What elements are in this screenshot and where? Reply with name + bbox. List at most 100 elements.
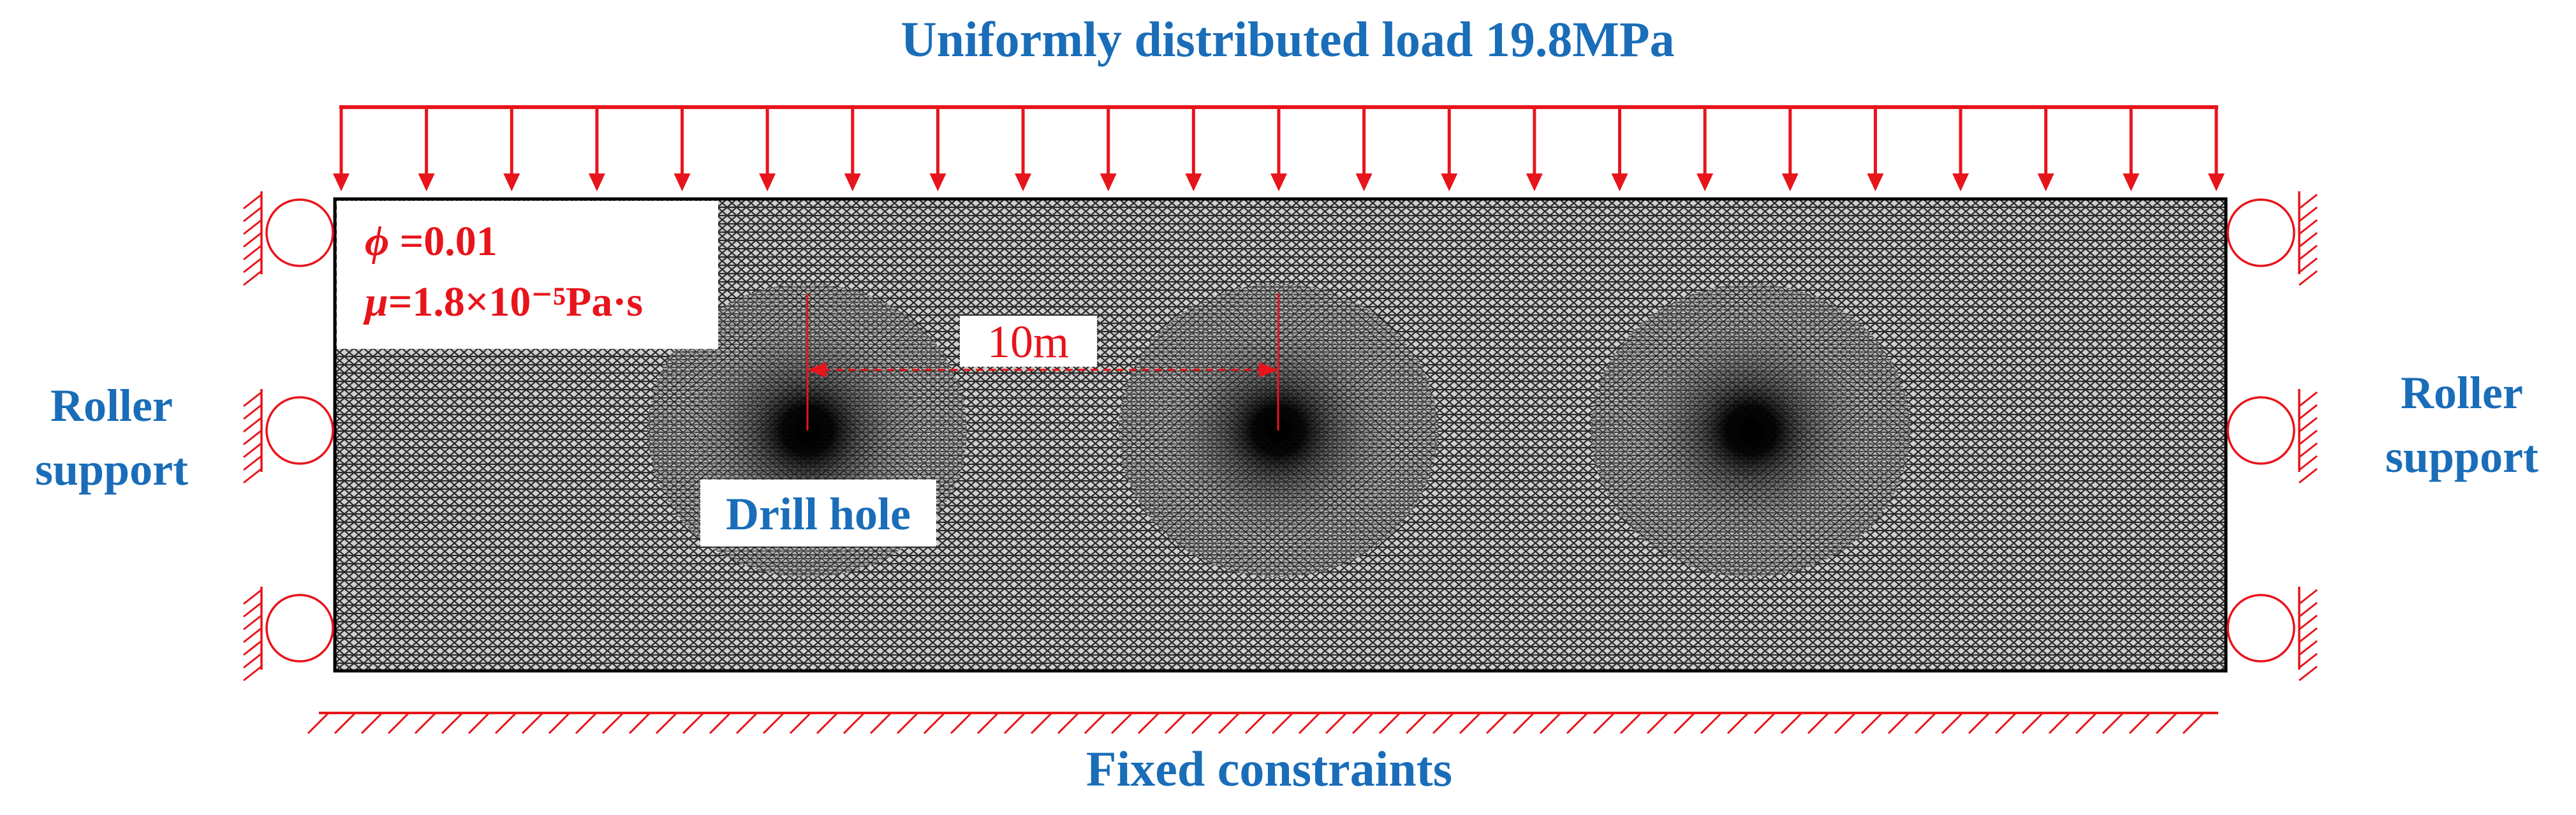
porosity-text: ϕ =0.01 [365,218,497,265]
hatch-line [1807,712,1830,735]
hatch-line [1057,712,1080,735]
fixed-constraint [307,712,2218,735]
hatch-line [1994,712,2017,735]
roller-support [243,191,334,286]
hatch-line [1164,712,1187,735]
hatch-line [1780,712,1803,735]
right-support-label-line2: support [2385,431,2538,482]
hatch-line [1084,712,1107,735]
hatch-line [494,712,517,735]
hatch-line [1459,712,1482,735]
hatch-line [950,712,973,735]
load-arrow [1355,107,1373,191]
hatch-line [1566,712,1589,735]
hatch-line [709,712,732,735]
drill-hole-3 [1739,419,1762,442]
right-support-label-line1: Roller [2401,367,2523,418]
load-arrow [844,107,861,191]
hatch-line [1619,712,1642,735]
load-arrow [1952,107,1969,191]
hatch-line [1539,712,1562,735]
load-label: Uniformly distributed load 19.8MPa [901,11,1674,67]
load-arrow [673,107,691,191]
hatch-line [1673,712,1696,735]
spacing-dimension: 10m [806,293,1279,430]
hatch-line [414,712,437,735]
load-arrow [1015,107,1032,191]
drill-hole-callout: Drill hole [700,480,936,547]
hatch-line [2048,712,2071,735]
fixed-constraint-hatch [307,712,2205,735]
load-arrow [418,107,435,191]
hatch-line [1512,712,1535,735]
parameter-box: ϕ =0.01 μ=1.8×10⁻⁵Pa·s [337,201,718,349]
hatch-line [601,712,624,735]
load-arrow [588,107,605,191]
hatch-line [869,712,892,735]
load-arrow [1100,107,1117,191]
porosity-symbol: ϕ [365,218,389,265]
roller-support [243,389,334,484]
hatch-line [2155,712,2178,735]
roller-support [2226,191,2318,286]
left-support-label-line1: Roller [50,380,173,431]
load-arrow [1867,107,1884,191]
hatch-line [789,712,812,735]
hatch-line [2101,712,2124,735]
hatch-line [896,712,919,735]
hatch-line [1887,712,1910,735]
porosity-value: =0.01 [389,218,497,265]
hatch-line [1351,712,1374,735]
hatch-line [1914,712,1937,735]
hatch-line [976,712,999,735]
spacing-label: 10m [987,316,1069,367]
hatch-line [655,712,678,735]
hatch-line [1860,712,1883,735]
hatch-line [467,712,490,735]
load-arrow [759,107,776,191]
load-arrow [1185,107,1202,191]
hatch-line [1646,712,1669,735]
hatch-line [1834,712,1857,735]
load-arrow [1270,107,1287,191]
hatch-line [1753,712,1776,735]
hatch-line [923,712,946,735]
distributed-load [333,105,2225,191]
hatch-line [1941,712,1964,735]
hatch-line [1244,712,1267,735]
roller-support [243,587,334,682]
hatch-line [1726,712,1749,735]
load-arrow [1781,107,1799,191]
hatch-line [843,712,865,735]
hatch-line [1191,712,1214,735]
domain-outline [333,197,2228,673]
load-arrow [1611,107,1628,191]
hatch-line [1405,712,1428,735]
left-roller-supports [243,191,334,682]
hatch-line [1700,712,1723,735]
load-arrows [333,107,2225,191]
hatch-line [2075,712,2098,735]
hatch-line [575,712,598,735]
viscosity-symbol: μ [363,279,388,325]
hatch-line [1003,712,1026,735]
load-arrow [2037,107,2054,191]
hatch-line [816,712,839,735]
roller-support [2226,389,2318,484]
hatch-line [548,712,571,735]
load-arrow [333,107,350,191]
hatch-line [735,712,758,735]
load-arrow [503,107,520,191]
hatch-line [1298,712,1321,735]
left-support-label-line2: support [35,444,188,495]
hatch-line [682,712,705,735]
hatch-line [1593,712,1616,735]
hatch-line [441,712,464,735]
load-arrow [2208,107,2225,191]
hatch-line [2128,712,2151,735]
hatch-line [1030,712,1053,735]
viscosity-value: =1.8×10⁻⁵Pa·s [388,279,643,325]
hatch-line [2021,712,2044,735]
